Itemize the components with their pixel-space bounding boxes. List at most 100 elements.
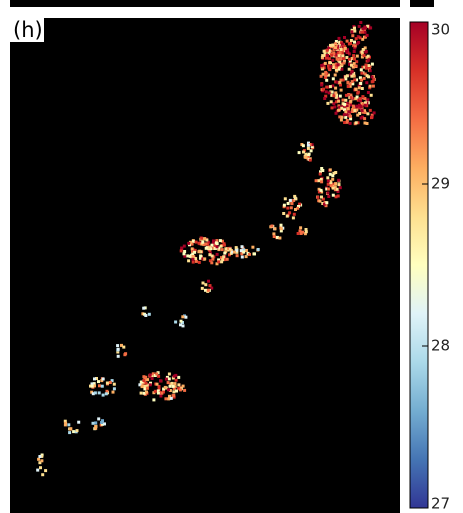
- raster-pixel: [90, 382, 94, 386]
- raster-pixel: [368, 108, 372, 112]
- raster-pixel: [219, 244, 223, 248]
- raster-pixel: [344, 98, 348, 102]
- raster-pixel: [333, 188, 337, 192]
- raster-pixel: [325, 201, 329, 205]
- raster-pixel: [354, 37, 358, 41]
- raster-pixel: [197, 241, 201, 245]
- raster-pixel: [321, 197, 325, 201]
- raster-pixel: [341, 98, 345, 102]
- raster-pixel: [319, 188, 323, 192]
- raster-pixel: [140, 380, 144, 384]
- raster-pixel: [360, 102, 364, 105]
- raster-pixel: [207, 240, 211, 244]
- raster-pixel: [346, 114, 350, 118]
- raster-pixel: [361, 48, 365, 51]
- raster-pixel: [40, 459, 44, 463]
- raster-pixel: [292, 199, 296, 202]
- raster-pixel: [293, 194, 297, 198]
- raster-pixel: [366, 24, 370, 28]
- raster-pixel: [320, 167, 324, 170]
- raster-pixel: [328, 172, 332, 176]
- raster-pixel: [147, 312, 151, 316]
- raster-pixel: [304, 155, 308, 159]
- raster-pixel: [336, 44, 340, 48]
- raster-pixel: [304, 230, 308, 234]
- raster-pixel: [338, 80, 342, 84]
- raster-pixel: [341, 104, 345, 108]
- raster-pixel: [363, 30, 367, 34]
- raster-pixel: [345, 102, 349, 105]
- raster-pixel: [193, 248, 197, 252]
- raster-pixel: [344, 115, 348, 119]
- raster-pixel: [223, 258, 227, 262]
- raster-pixel: [92, 382, 96, 386]
- raster-pixel: [366, 98, 370, 102]
- raster-pixel: [320, 67, 324, 71]
- raster-pixel: [324, 204, 328, 208]
- raster-pixel: [361, 110, 365, 114]
- raster-pixel: [182, 252, 186, 256]
- raster-pixel: [149, 381, 152, 385]
- raster-pixel: [100, 384, 104, 388]
- raster-pixel: [327, 195, 331, 198]
- raster-pixel: [181, 384, 185, 388]
- raster-pixel: [93, 384, 96, 388]
- raster-pixel: [368, 84, 372, 88]
- raster-pixel: [371, 79, 375, 83]
- raster-pixel: [304, 228, 308, 231]
- raster-pixel: [317, 179, 321, 183]
- raster-pixel: [232, 250, 236, 254]
- raster-pixel: [352, 50, 356, 53]
- raster-pixel: [191, 255, 195, 259]
- raster-pixel: [352, 25, 356, 28]
- raster-pixel: [150, 374, 154, 378]
- raster-pixel: [142, 391, 146, 395]
- raster-pixel: [63, 419, 67, 423]
- raster-pixel: [331, 84, 335, 88]
- raster-pixel: [365, 74, 369, 78]
- raster-pixel: [167, 388, 170, 392]
- raster-pixel: [334, 171, 338, 174]
- raster-pixel: [355, 104, 359, 108]
- raster-pixel: [331, 43, 335, 47]
- raster-pixel: [345, 120, 349, 124]
- raster-pixel: [162, 390, 165, 394]
- raster-pixel: [366, 58, 370, 62]
- raster-pixel: [338, 105, 342, 109]
- raster-pixel: [152, 398, 156, 402]
- raster-pixel: [333, 185, 337, 189]
- raster-pixel: [325, 48, 329, 52]
- raster-pixel: [342, 61, 346, 65]
- raster-pixel: [105, 389, 109, 393]
- raster-pixel: [187, 241, 191, 245]
- raster-pixel: [282, 212, 286, 215]
- raster-pixel: [150, 377, 154, 380]
- raster-pixel: [174, 378, 178, 382]
- raster-pixel: [151, 372, 155, 376]
- raster-pixel: [321, 72, 325, 76]
- raster-pixel: [204, 288, 207, 292]
- raster-pixel: [217, 248, 221, 252]
- raster-pixel: [139, 391, 143, 395]
- raster-pixel: [320, 180, 324, 184]
- raster-pixel: [326, 187, 330, 191]
- raster-pixel: [242, 250, 246, 254]
- raster-pixel: [215, 262, 219, 266]
- raster-pixel: [329, 100, 333, 104]
- raster-pixel: [208, 284, 212, 288]
- raster-pixel: [171, 376, 175, 380]
- raster-pixel: [208, 253, 212, 257]
- raster-pixel: [329, 181, 333, 185]
- raster-pixel: [370, 75, 374, 79]
- raster-pixel: [347, 104, 351, 108]
- raster-pixel: [334, 195, 338, 199]
- raster-pixel: [94, 425, 98, 428]
- raster-pixel: [360, 78, 364, 82]
- raster-pixel: [328, 85, 332, 89]
- raster-pixel: [100, 421, 104, 424]
- raster-pixel: [324, 70, 328, 74]
- raster-pixel: [178, 388, 182, 392]
- raster-pixel: [369, 26, 373, 30]
- colorbar: [409, 21, 429, 509]
- raster-pixel: [340, 63, 344, 67]
